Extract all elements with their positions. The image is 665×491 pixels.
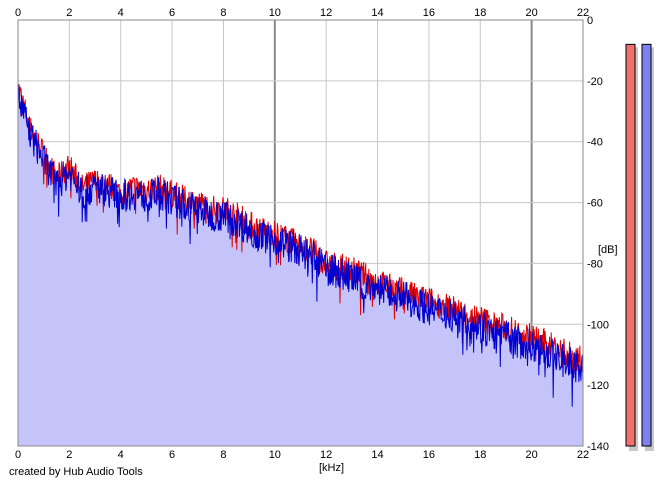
credit-text: created by Hub Audio Tools [9,466,143,478]
x-tick-bottom-3: 6 [169,449,175,461]
spectrum-fill-area [18,84,583,446]
y-tick-3: -60 [587,198,603,210]
y-axis-label: [dB] [598,244,618,256]
x-tick-top-4: 8 [220,7,226,19]
y-tick-7: -140 [587,441,609,453]
x-tick-top-8: 16 [423,7,435,19]
x-tick-bottom-6: 12 [320,449,332,461]
series-line-1 [17,85,584,407]
y-tick-2: -40 [587,137,603,149]
axis-ticks: 0 2 4 6 8 10 12 14 16 18 20 220 2 4 6 8 10 12 14 16 18 20 220-… [15,7,609,461]
x-tick-top-0: 0 [15,7,21,19]
level-meter-0 [625,43,636,447]
x-tick-top-3: 6 [169,7,175,19]
x-tick-bottom-2: 4 [118,449,124,461]
x-tick-top-1: 2 [66,7,72,19]
x-tick-top-11: 22 [577,7,589,19]
x-tick-top-9: 18 [474,7,486,19]
spectrum-lines [17,84,584,407]
x-tick-top-10: 20 [526,7,538,19]
x-tick-top-6: 12 [320,7,332,19]
plot-frame [17,19,584,447]
y-tick-1: -20 [587,76,603,88]
x-tick-bottom-11: 22 [577,449,589,461]
level-meter-1 [641,43,652,447]
x-tick-bottom-1: 2 [66,449,72,461]
x-tick-bottom-0: 0 [15,449,21,461]
x-tick-bottom-7: 14 [371,449,383,461]
y-tick-6: -120 [587,380,609,392]
x-axis-label: [kHz] [319,462,344,474]
y-tick-5: -100 [587,319,609,331]
x-tick-top-7: 14 [371,7,383,19]
x-tick-bottom-9: 18 [474,449,486,461]
x-tick-bottom-5: 10 [269,449,281,461]
y-tick-4: -80 [587,258,603,270]
x-tick-top-5: 10 [269,7,281,19]
level-meters [625,43,654,451]
x-tick-bottom-10: 20 [526,449,538,461]
y-tick-0: 0 [587,15,593,27]
x-tick-top-2: 4 [118,7,124,19]
x-tick-bottom-8: 16 [423,449,435,461]
x-tick-bottom-4: 8 [220,449,226,461]
spectrum-fill [18,84,583,446]
